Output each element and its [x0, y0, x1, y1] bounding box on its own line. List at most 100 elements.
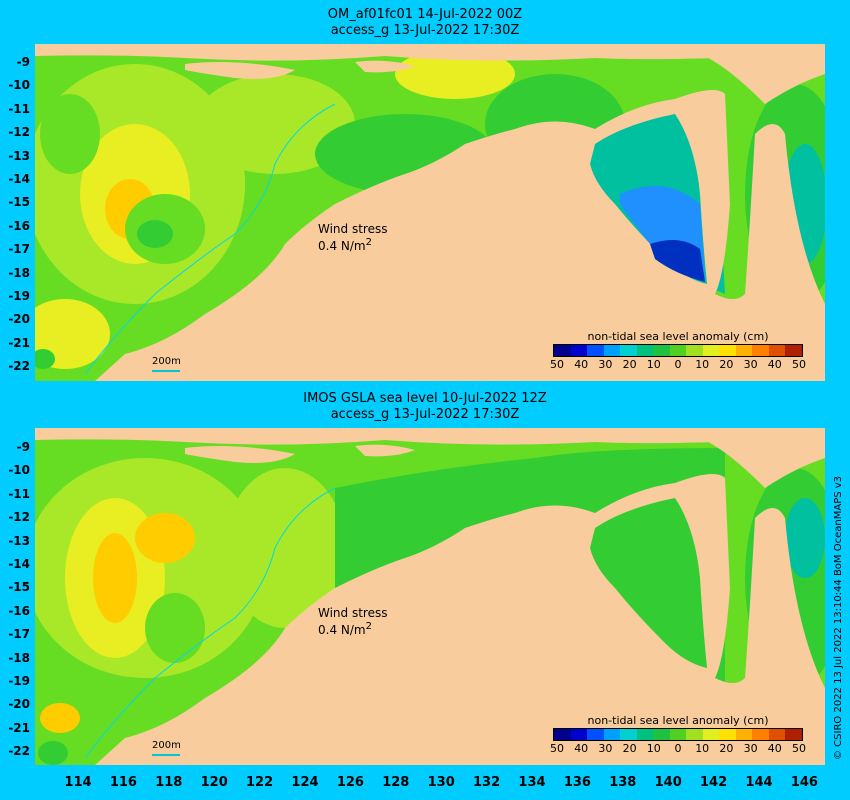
panel2-legend-labels: 50 40 30 20 10 0 10 20 30 40 50 — [550, 741, 806, 755]
y-tick-label: -11 — [8, 101, 30, 116]
y-tick-label: -15 — [8, 195, 30, 210]
legend-color-swatch — [653, 345, 670, 356]
x-tick-label: 130 — [427, 775, 455, 790]
x-tick-label: 120 — [200, 775, 228, 790]
legend-color-swatch — [603, 729, 621, 740]
legend-color-swatch — [570, 345, 588, 356]
y-tick-label: -20 — [8, 697, 30, 712]
y-tick-label: -18 — [8, 650, 30, 665]
x-tick-label: 140 — [654, 775, 682, 790]
y-tick-label: -14 — [8, 557, 30, 571]
panel2-legend-title: non-tidal sea level anomaly (cm) — [587, 714, 769, 727]
panel1-title-line2: access_g 13-Jul-2022 17:30Z — [330, 23, 520, 38]
y-tick-label: -10 — [8, 463, 30, 478]
legend-color-swatch — [620, 729, 637, 740]
y-tick-label: -21 — [8, 720, 30, 735]
legend-tick-label: 0 — [674, 742, 682, 755]
panel1-legend-title: non-tidal sea level anomaly (cm) — [587, 330, 769, 343]
legend-color-swatch — [570, 729, 588, 740]
panel2-title-line2: access_g 13-Jul-2022 17:30Z — [330, 407, 520, 422]
y-tick-label: -22 — [8, 359, 30, 374]
y-tick-label: -21 — [8, 335, 30, 350]
legend-color-swatch — [719, 729, 736, 740]
x-tick-label: 146 — [790, 775, 818, 790]
y-tick-label: -9 — [16, 55, 30, 69]
legend-tick-label: 30 — [598, 358, 613, 371]
legend-tick-label: 10 — [695, 358, 710, 371]
legend-color-swatch — [587, 729, 604, 740]
panel2-wind-label-line2: 0.4 N/m — [318, 623, 366, 637]
panel2-scale-label: 200m — [152, 740, 181, 751]
x-tick-label: 136 — [563, 775, 591, 790]
panel2-scale-line — [152, 754, 180, 756]
legend-color-swatch — [554, 729, 571, 740]
y-tick-label: -14 — [8, 172, 30, 186]
panel1-map-svg — [35, 44, 825, 381]
panel1-scale-label: 200m — [152, 356, 181, 367]
legend-tick-label: 30 — [743, 358, 758, 371]
y-tick-label: -9 — [16, 440, 30, 454]
legend-color-swatch — [686, 729, 703, 740]
x-tick-label: 126 — [336, 775, 364, 790]
y-tick-label: -15 — [8, 580, 30, 595]
legend-color-swatch — [686, 345, 703, 356]
panel1-map — [35, 44, 825, 381]
panel1-wind-label-sup: 2 — [365, 237, 372, 248]
legend-color-swatch — [752, 345, 769, 356]
y-tick-label: -17 — [8, 242, 30, 257]
legend-tick-label: 40 — [767, 742, 782, 755]
panel2-map-svg — [35, 428, 825, 765]
legend-tick-label: 20 — [622, 742, 637, 755]
panel1-wind-label: Wind stress 0.4 N/m2 — [318, 222, 388, 253]
panel2-wind-label-sup: 2 — [365, 621, 372, 632]
panel2-map — [35, 428, 825, 765]
legend-color-swatch — [735, 729, 753, 740]
y-tick-label: -22 — [8, 744, 30, 759]
legend-tick-label: 20 — [719, 358, 734, 371]
legend-color-swatch — [636, 345, 654, 356]
legend-color-swatch — [587, 345, 604, 356]
credit-text: © CSIRO 2022 13 Jul 2022 13:10:44 BoM Oc… — [833, 475, 844, 760]
x-tick-label: 114 — [64, 775, 92, 790]
x-tick-label: 118 — [155, 775, 183, 790]
y-tick-label: -16 — [8, 218, 30, 233]
x-tick-label: 144 — [745, 775, 773, 790]
legend-tick-label: 30 — [743, 742, 758, 755]
legend-color-swatch — [785, 345, 802, 356]
legend-tick-label: 50 — [792, 358, 806, 371]
y-tick-label: -19 — [8, 674, 30, 688]
legend-tick-label: 50 — [550, 742, 564, 755]
panel2-legend-bar — [553, 728, 803, 741]
y-tick-label: -12 — [8, 125, 30, 140]
legend-color-swatch — [669, 729, 687, 740]
legend-tick-label: 20 — [719, 742, 734, 755]
legend-tick-label: 30 — [598, 742, 613, 755]
y-tick-label: -10 — [8, 78, 30, 93]
panel1-legend-bar — [553, 344, 803, 357]
panel1-legend: non-tidal sea level anomaly (cm) 50 40 30 2… — [550, 330, 806, 371]
legend-tick-label: 50 — [550, 358, 564, 371]
legend-color-swatch — [554, 345, 571, 356]
legend-tick-label: 40 — [767, 358, 782, 371]
y-tick-label: -19 — [8, 289, 30, 303]
y-tick-label: -18 — [8, 265, 30, 280]
legend-tick-label: 40 — [574, 358, 589, 371]
legend-tick-label: 40 — [574, 742, 589, 755]
panel2-title-line1: IMOS GSLA sea level 10-Jul-2022 12Z — [303, 391, 547, 406]
legend-color-swatch — [603, 345, 621, 356]
legend-color-swatch — [702, 345, 720, 356]
legend-color-swatch — [768, 729, 786, 740]
x-tick-label: 138 — [609, 775, 637, 790]
y-tick-label: -12 — [8, 510, 30, 525]
legend-tick-label: 20 — [622, 358, 637, 371]
panel1-title-line1: OM_af01fc01 14-Jul-2022 00Z — [327, 7, 523, 22]
y-tick-label: -17 — [8, 627, 30, 642]
x-tick-label: 122 — [246, 775, 274, 790]
legend-color-swatch — [735, 345, 753, 356]
x-tick-label: 134 — [518, 775, 546, 790]
legend-tick-label: 10 — [646, 742, 661, 755]
y-tick-label: -20 — [8, 312, 30, 327]
x-tick-label: 116 — [109, 775, 137, 790]
legend-color-swatch — [636, 729, 654, 740]
legend-color-swatch — [620, 345, 637, 356]
